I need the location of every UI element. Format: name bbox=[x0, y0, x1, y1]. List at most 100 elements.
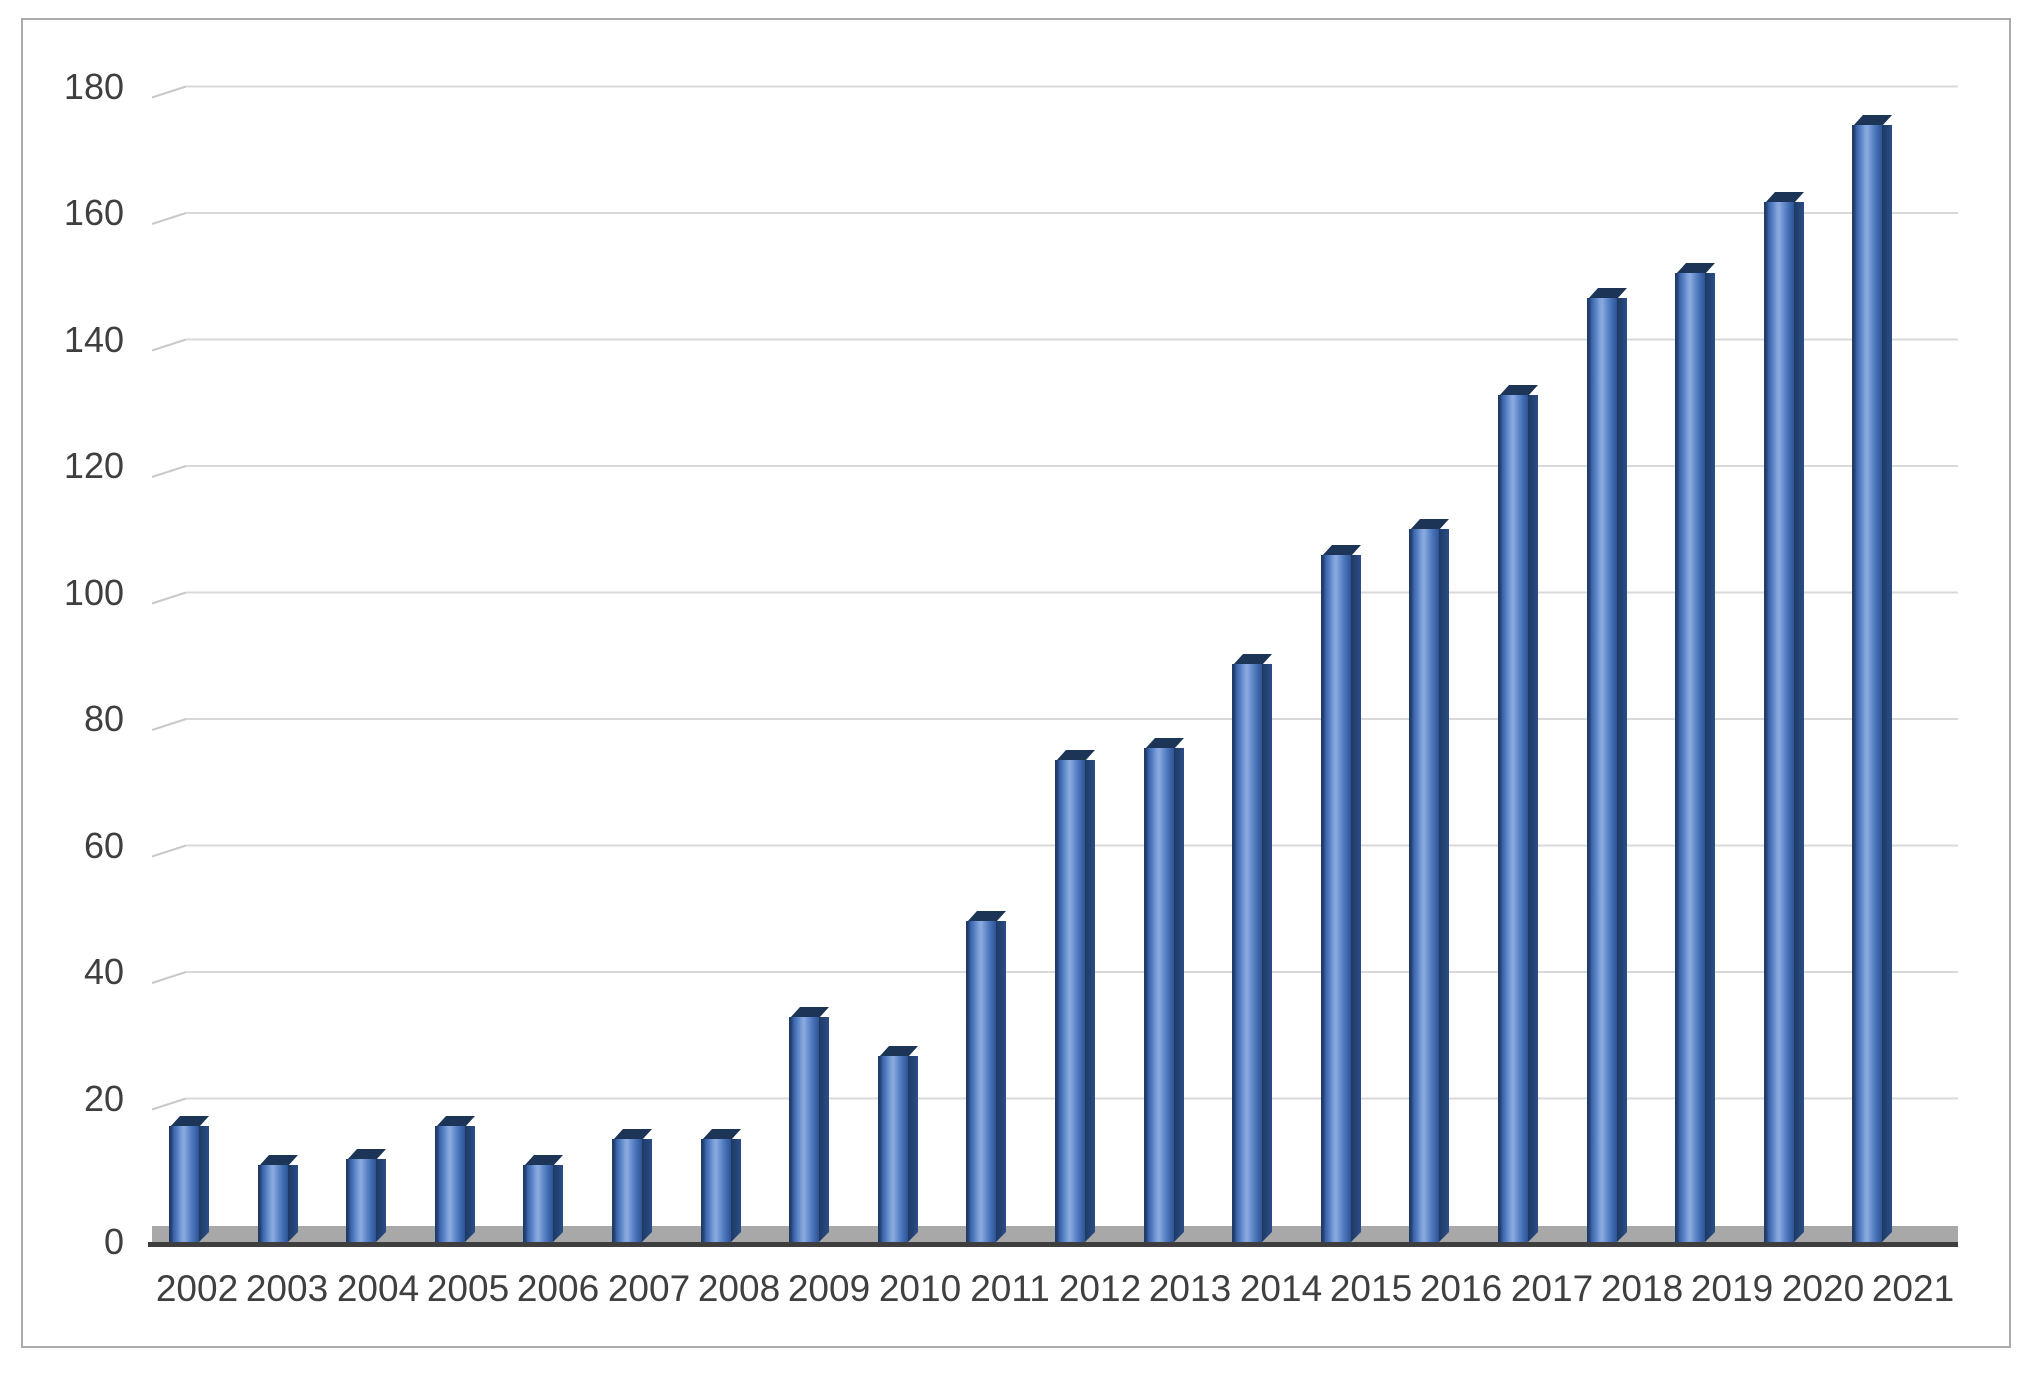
x-axis-label-2020: 2020 bbox=[1781, 1268, 1865, 1309]
bar-side-face bbox=[1174, 748, 1184, 1242]
y-axis-label-160: 160 bbox=[63, 192, 124, 233]
bar-2017 bbox=[1498, 385, 1538, 1242]
bar-2007 bbox=[612, 1129, 652, 1242]
x-axis-label-2006: 2006 bbox=[516, 1268, 600, 1309]
bar-side-face bbox=[731, 1139, 741, 1242]
bar-front-face bbox=[966, 921, 996, 1242]
x-axis-label-2015: 2015 bbox=[1329, 1268, 1413, 1309]
bar-front-face bbox=[258, 1165, 288, 1242]
bar-2019 bbox=[1675, 263, 1715, 1242]
bar-top-face bbox=[259, 1155, 298, 1166]
y-axis-label-100: 100 bbox=[63, 572, 124, 613]
bar-front-face bbox=[701, 1139, 731, 1242]
bar-2010 bbox=[878, 1046, 918, 1242]
bar-side-face bbox=[1528, 395, 1538, 1242]
x-axis-label-2016: 2016 bbox=[1419, 1268, 1503, 1309]
x-axis-label-2014: 2014 bbox=[1239, 1268, 1323, 1309]
bar-2015 bbox=[1321, 545, 1361, 1242]
bar-top-face bbox=[967, 911, 1006, 922]
bar-front-face bbox=[1852, 125, 1882, 1242]
y-axis-label-80: 80 bbox=[83, 698, 124, 739]
bar-2003 bbox=[258, 1155, 298, 1242]
y-axis-label-0: 0 bbox=[103, 1221, 124, 1262]
x-axis-label-2007: 2007 bbox=[607, 1268, 691, 1309]
bar-side-face bbox=[1882, 125, 1892, 1242]
bar-top-face bbox=[1145, 738, 1184, 749]
bar-front-face bbox=[169, 1126, 199, 1242]
bar-2009 bbox=[789, 1007, 829, 1242]
bar-top-face bbox=[524, 1155, 563, 1166]
bar-2014 bbox=[1232, 654, 1272, 1242]
bar-2011 bbox=[966, 911, 1006, 1242]
bar-front-face bbox=[878, 1056, 908, 1242]
x-axis-label-2011: 2011 bbox=[970, 1268, 1050, 1309]
bar-front-face bbox=[523, 1165, 553, 1242]
bar-top-face bbox=[702, 1129, 741, 1140]
bar-top-face bbox=[347, 1149, 386, 1160]
bar-front-face bbox=[612, 1139, 642, 1242]
bar-top-face bbox=[1233, 654, 1272, 665]
gridline-bevel bbox=[151, 591, 187, 605]
x-axis-label-2013: 2013 bbox=[1148, 1268, 1232, 1309]
bar-side-face bbox=[819, 1017, 829, 1242]
bar-front-face bbox=[435, 1126, 465, 1242]
x-axis-label-2018: 2018 bbox=[1600, 1268, 1684, 1309]
gridline-bevel bbox=[151, 85, 187, 99]
gridline-bevel bbox=[151, 338, 187, 352]
bar-side-face bbox=[1439, 529, 1449, 1242]
bar-side-face bbox=[1351, 555, 1361, 1242]
x-axis-label-2005: 2005 bbox=[426, 1268, 510, 1309]
bar-front-face bbox=[1764, 202, 1794, 1242]
y-axis-label-120: 120 bbox=[63, 445, 124, 486]
bar-side-face bbox=[553, 1165, 563, 1242]
bar-side-face bbox=[1085, 760, 1095, 1242]
bar-side-face bbox=[199, 1126, 209, 1242]
bar-side-face bbox=[1794, 202, 1804, 1242]
bar-2013 bbox=[1144, 738, 1184, 1242]
bar-2006 bbox=[523, 1155, 563, 1242]
bar-top-face bbox=[1322, 545, 1361, 556]
bar-2004 bbox=[346, 1149, 386, 1242]
bar-2012 bbox=[1055, 750, 1095, 1242]
bar-side-face bbox=[1617, 298, 1627, 1242]
bar-side-face bbox=[288, 1165, 298, 1242]
bar-top-face bbox=[436, 1116, 475, 1127]
bar-top-face bbox=[790, 1007, 829, 1018]
bar-top-face bbox=[1676, 263, 1715, 274]
bar-side-face bbox=[642, 1139, 652, 1242]
gridline-bevel bbox=[151, 844, 187, 858]
bar-top-face bbox=[1410, 519, 1449, 530]
bar-top-face bbox=[1588, 288, 1627, 299]
bar-2002 bbox=[169, 1116, 209, 1242]
bar-front-face bbox=[789, 1017, 819, 1242]
x-axis-label-2012: 2012 bbox=[1058, 1268, 1142, 1309]
x-axis-label-2004: 2004 bbox=[336, 1268, 420, 1309]
x-axis-label-2010: 2010 bbox=[878, 1268, 962, 1309]
bar-2018 bbox=[1587, 288, 1627, 1242]
bar-side-face bbox=[1705, 273, 1715, 1242]
bar-top-face bbox=[1853, 115, 1892, 126]
bar-front-face bbox=[1675, 273, 1705, 1242]
bar-front-face bbox=[1409, 529, 1439, 1242]
gridline-bevel bbox=[151, 212, 187, 225]
gridline-bevel bbox=[151, 465, 187, 478]
bar-top-face bbox=[1056, 750, 1095, 761]
gridline-bevel bbox=[151, 1097, 187, 1111]
bar-side-face bbox=[465, 1126, 475, 1242]
bar-front-face bbox=[346, 1159, 376, 1242]
x-axis-label-2003: 2003 bbox=[245, 1268, 329, 1309]
bar-top-face bbox=[170, 1116, 209, 1127]
x-axis-label-2002: 2002 bbox=[155, 1268, 239, 1309]
bar-side-face bbox=[996, 921, 1006, 1242]
bar-top-face bbox=[879, 1046, 918, 1057]
y-axis-label-180: 180 bbox=[63, 66, 124, 107]
y-axis-label-60: 60 bbox=[83, 825, 124, 866]
gridline-bevel bbox=[151, 971, 187, 984]
x-axis-label-2019: 2019 bbox=[1690, 1268, 1774, 1309]
y-axis-label-20: 20 bbox=[83, 1078, 124, 1119]
gridline-bevel bbox=[151, 718, 187, 731]
bar-front-face bbox=[1055, 760, 1085, 1242]
bar-front-face bbox=[1232, 664, 1262, 1242]
bar-front-face bbox=[1321, 555, 1351, 1242]
x-axis-label-2021: 2021 bbox=[1871, 1268, 1955, 1309]
